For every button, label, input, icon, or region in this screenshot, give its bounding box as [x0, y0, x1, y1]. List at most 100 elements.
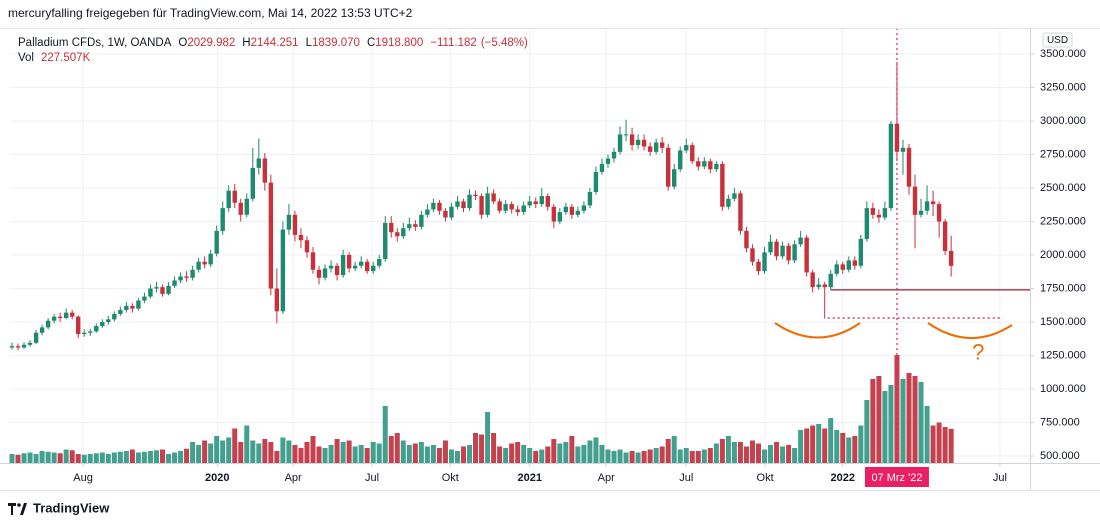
volume-bar: [527, 448, 533, 463]
volume-bar: [930, 425, 936, 463]
candle-body: [930, 201, 936, 205]
volume-bar: [707, 448, 713, 463]
volume-bar: [792, 448, 798, 463]
volume-bar: [141, 451, 147, 463]
candle-body: [377, 259, 382, 266]
volume-bar: [948, 428, 954, 463]
volume-bar: [563, 442, 569, 463]
volume-bar: [587, 440, 593, 463]
volume-bar: [569, 436, 575, 463]
candle-body: [918, 210, 924, 215]
candle-body: [286, 214, 292, 230]
volume-bar: [57, 453, 63, 463]
candle-body: [846, 260, 851, 270]
volume-bar: [557, 443, 563, 463]
candle-body: [334, 265, 340, 276]
legend-item: C: [367, 37, 375, 49]
candle-body: [533, 201, 538, 205]
candle-body: [130, 305, 135, 309]
candle-body: [557, 212, 563, 222]
y-tick-label: 3000.000: [1040, 115, 1086, 127]
overlay-layer: 07 Mrz '22?: [827, 28, 1030, 487]
volume-bar: [93, 453, 99, 463]
candle-body: [148, 288, 153, 297]
candle-body: [906, 147, 912, 187]
volume-bar: [268, 442, 274, 463]
volume-bar: [33, 454, 39, 463]
volume-bar: [364, 448, 370, 463]
candle-body: [268, 182, 274, 289]
candle-body: [653, 142, 659, 152]
volume-bar: [762, 449, 768, 463]
volume-bar: [864, 400, 870, 463]
x-tick-label: Aug: [73, 472, 93, 484]
volume-bar: [635, 452, 641, 463]
volume-bar: [238, 442, 244, 463]
volume-bar: [551, 439, 557, 463]
candle-body: [112, 313, 117, 320]
volume-bar: [900, 379, 906, 463]
legend-item: 227.507K: [41, 52, 91, 64]
candle-body: [100, 322, 105, 327]
volume-bar: [406, 445, 412, 463]
candle-body: [358, 261, 364, 266]
volume-bar: [454, 451, 460, 463]
volume-bar: [479, 434, 485, 463]
candle-body: [774, 241, 779, 257]
candle-body: [581, 205, 587, 211]
drawing-arc: [927, 322, 1013, 339]
candle-body: [76, 316, 81, 335]
volume-bar: [51, 452, 57, 463]
candle-body: [744, 230, 749, 249]
volume-bar: [689, 451, 695, 463]
volume-bar: [9, 454, 15, 463]
y-tick-label: 2500.000: [1040, 182, 1086, 194]
candle-body: [467, 194, 472, 209]
volume-bar: [509, 443, 515, 463]
x-tick-label: Okt: [442, 472, 459, 484]
volume-bar: [87, 454, 93, 463]
volume-bar: [334, 439, 340, 463]
candle-body: [39, 327, 45, 333]
candle-body: [665, 147, 671, 187]
candle-body: [316, 269, 322, 278]
candle-body: [605, 158, 611, 164]
candle-body: [587, 192, 593, 206]
volume-bar: [846, 437, 852, 463]
legend-item: H: [242, 37, 250, 49]
candle-body: [593, 171, 599, 193]
volume-bar: [810, 425, 816, 463]
candle-body: [888, 123, 894, 209]
volume-bar: [605, 449, 611, 463]
candle-body: [473, 194, 478, 197]
candle-body: [94, 326, 99, 332]
crosshair-label-box: [864, 467, 929, 487]
volume-bar: [737, 442, 743, 463]
volume-bar: [521, 445, 527, 463]
volume-bar: [81, 454, 87, 463]
candle-body: [678, 150, 683, 170]
candle-body: [756, 261, 761, 272]
volume-bar: [226, 437, 232, 463]
candle-body: [702, 161, 707, 167]
candle-body: [455, 201, 460, 207]
volume-bar: [418, 442, 424, 463]
currency-box: [1042, 32, 1073, 48]
candle-body: [190, 269, 195, 278]
volume-bar: [912, 376, 918, 463]
candle-body: [196, 261, 201, 270]
volume-bar: [370, 442, 376, 463]
volume-bar: [147, 451, 153, 463]
legend-item: Palladium CFDs, 1W, OANDA: [18, 37, 172, 49]
candle-body: [51, 316, 57, 321]
volume-bar: [593, 437, 599, 463]
candle-body: [82, 332, 87, 335]
volume-bar: [178, 451, 184, 463]
candle-body: [696, 161, 701, 167]
candle-body: [136, 300, 141, 309]
volume-bar: [298, 448, 304, 463]
candle-body: [437, 202, 442, 211]
volume-bar: [725, 436, 731, 463]
candle-body: [870, 208, 876, 215]
